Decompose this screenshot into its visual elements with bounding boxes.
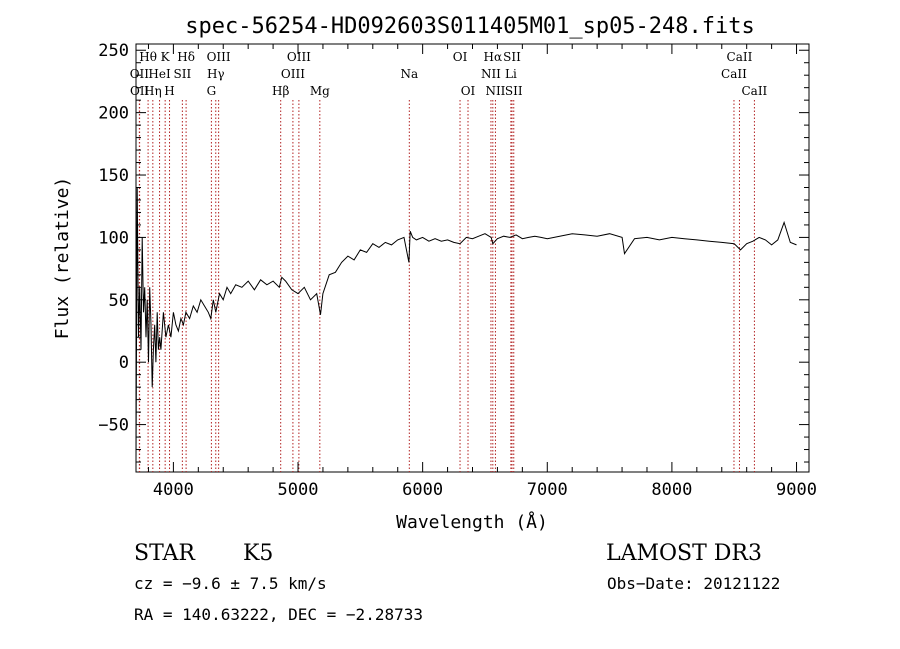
- line-marker-label: OII: [130, 67, 150, 81]
- x-tick-label: 6000: [402, 480, 443, 500]
- line-marker-label: Hη: [144, 84, 162, 98]
- survey-name: LAMOST DR3: [606, 541, 762, 566]
- line-marker-label: OIII: [287, 50, 311, 64]
- line-marker-label: HeI: [148, 67, 171, 81]
- y-tick-label: 0: [119, 353, 129, 373]
- line-marker-label: Na: [400, 67, 418, 81]
- plot-frame: [135, 43, 810, 473]
- y-tick-label: 50: [109, 291, 129, 311]
- line-marker-label: Hβ: [272, 84, 289, 98]
- y-tick-label: 200: [98, 104, 129, 124]
- x-axis-label: Wavelength (Å): [396, 511, 548, 533]
- line-marker-label: K: [161, 50, 171, 64]
- chart-title: spec-56254-HD092603S011405M01_sp05-248.f…: [185, 14, 755, 39]
- line-marker-label: Hγ: [207, 67, 225, 81]
- line-marker-label: OII: [130, 84, 150, 98]
- line-marker-label: G: [207, 84, 217, 98]
- line-marker-label: Li: [505, 67, 517, 81]
- line-marker-label: NII: [485, 84, 505, 98]
- line-marker-label: OI: [461, 84, 476, 98]
- line-marker-label: SII: [174, 67, 192, 81]
- x-tick-label: 4000: [153, 480, 194, 500]
- line-marker-label: CaII: [727, 50, 753, 64]
- line-marker-label: SII: [503, 50, 521, 64]
- x-tick-label: 8000: [651, 480, 692, 500]
- y-tick-label: 150: [98, 166, 129, 186]
- line-marker-label: NII: [481, 67, 501, 81]
- x-tick-label: 7000: [527, 480, 568, 500]
- y-tick-label: 250: [98, 41, 129, 61]
- line-marker-label: OIII: [207, 50, 231, 64]
- line-marker-label: H: [164, 84, 174, 98]
- x-tick-label: 9000: [776, 480, 817, 500]
- line-marker-label: Hα: [484, 50, 503, 64]
- object-subclass: K5: [243, 541, 273, 566]
- axes: 4000 5000 6000 7000 8000 9000 −50 0 50 100 150 200 2…: [98, 41, 817, 500]
- line-marker-label: SII: [505, 84, 523, 98]
- object-class: STAR: [134, 541, 196, 566]
- observation-date: Obs−Date: 20121122: [607, 574, 780, 593]
- y-axis-label: Flux (relative): [52, 177, 73, 340]
- spectrum-line: [135, 187, 797, 463]
- line-marker-label: Mg: [310, 84, 330, 98]
- line-marker-label: OIII: [281, 67, 305, 81]
- redshift-readout: cz = −9.6 ± 7.5 km/s: [134, 574, 327, 593]
- line-marker-label: OI: [453, 50, 468, 64]
- x-tick-label: 5000: [278, 480, 319, 500]
- coordinates-readout: RA = 140.63222, DEC = −2.28733: [134, 605, 423, 624]
- line-marker-label: CaII: [741, 84, 767, 98]
- y-tick-label: −50: [98, 416, 129, 436]
- y-tick-label: 100: [98, 228, 129, 248]
- line-marker-label: CaII: [721, 67, 747, 81]
- line-marker-label: Hδ: [177, 50, 195, 64]
- line-marker-label: Hθ: [139, 50, 157, 64]
